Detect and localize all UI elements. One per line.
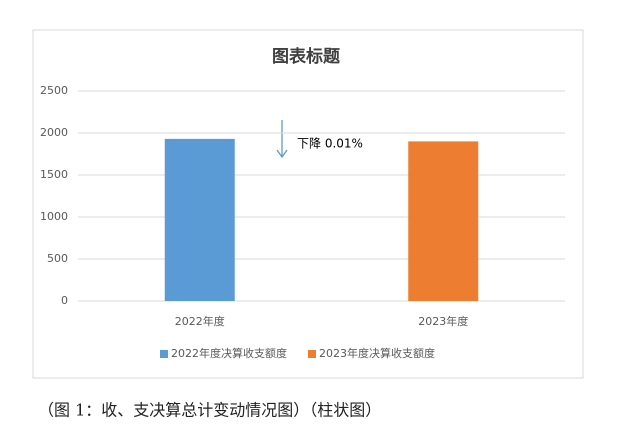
annotation: 下降 0.01%	[297, 137, 363, 151]
x-tick-label: 2022年度	[175, 314, 225, 328]
bar	[408, 141, 479, 301]
y-tick-label: 0	[61, 294, 68, 307]
legend-swatch	[308, 350, 316, 358]
y-tick-label: 1500	[40, 168, 68, 181]
y-tick-label: 1000	[40, 210, 68, 223]
annotation-arrowhead	[276, 149, 288, 159]
chart-title: 图表标题	[272, 46, 341, 67]
y-tick-label: 2000	[40, 126, 68, 139]
y-tick-label: 2500	[40, 84, 68, 97]
legend-label: 2022年度决算收支额度	[171, 346, 287, 360]
chart-frame	[32, 29, 584, 379]
legend-swatch	[160, 350, 168, 358]
caption: （图 1：收、支决算总计变动情况图）（柱状图）	[38, 401, 381, 420]
x-tick-label: 2023年度	[418, 314, 468, 328]
bar	[164, 138, 235, 301]
y-tick-label: 500	[47, 252, 68, 265]
legend-label: 2023年度决算收支额度	[319, 346, 435, 360]
